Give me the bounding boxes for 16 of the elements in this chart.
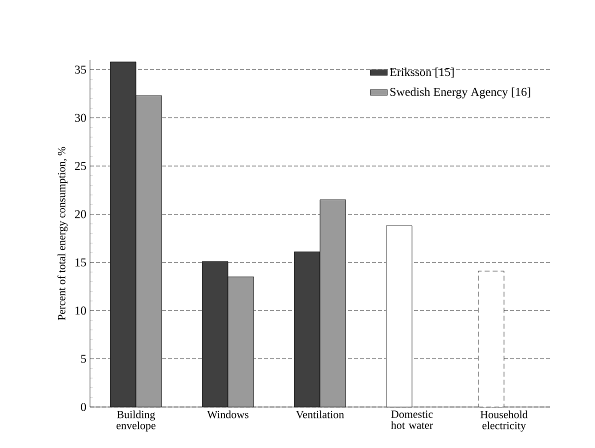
y-tick-label: 20	[75, 210, 86, 218]
y-tick-label: 25	[75, 162, 86, 170]
legend-label: Swedish Energy Agency [16]	[390, 87, 530, 98]
x-tick-label: Windows	[207, 410, 248, 418]
x-tick-label: Building envelope	[116, 410, 156, 432]
y-axis-title: Percent of total energy consumption, %	[57, 146, 68, 320]
y-tick-label: 5	[81, 354, 86, 363]
x-tick-label: Household electricity	[480, 410, 528, 432]
y-tick-label: 10	[76, 306, 86, 315]
legend-label: Eriksson [15]	[390, 68, 454, 78]
y-tick-label: 0	[80, 402, 86, 412]
y-tick-label: 30	[75, 114, 86, 122]
x-tick-label: Ventilation	[296, 410, 344, 418]
y-tick-label: 15	[76, 258, 86, 266]
x-tick-label: Domestic hot water	[391, 410, 433, 429]
y-tick-label: 35	[75, 66, 86, 74]
